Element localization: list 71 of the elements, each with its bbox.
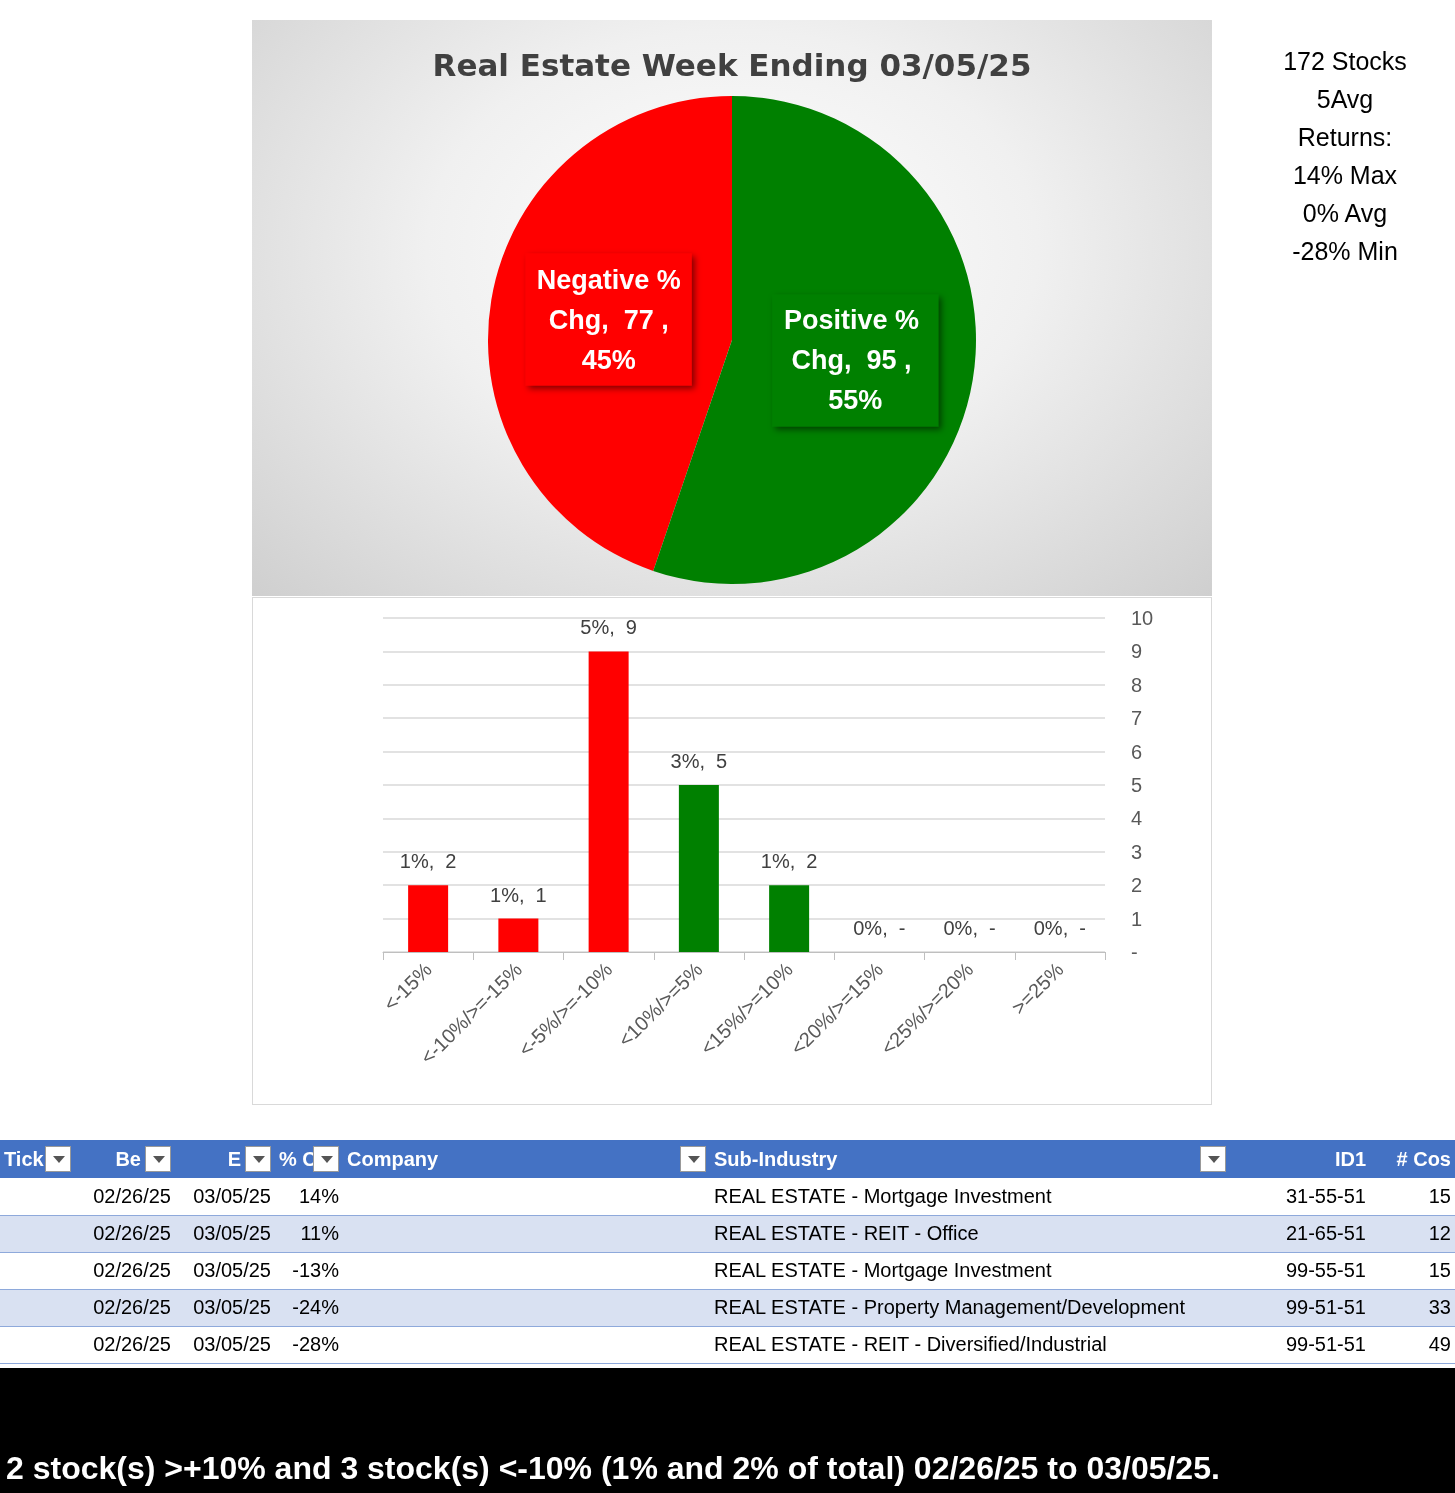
- text: 12: [1428, 1222, 1451, 1244]
- y-tick-label: 8: [1131, 673, 1143, 696]
- bar: [588, 651, 629, 952]
- text: 02/26/25: [93, 1333, 171, 1355]
- text: REAL ESTATE - Mortgage Investment: [714, 1259, 1052, 1281]
- bar: [498, 918, 539, 952]
- category-label: ID1: [1334, 1147, 1366, 1170]
- text: 02/26/25: [93, 1296, 171, 1318]
- category-label: Company: [347, 1147, 439, 1170]
- slice-label: Negative % Chg, 77 , 45%: [536, 264, 681, 375]
- text: 172 Stocks: [1282, 46, 1408, 77]
- text: 15: [1428, 1184, 1451, 1207]
- text: 99-55-51: [1285, 1259, 1366, 1281]
- y-tick-label: 4: [1131, 807, 1143, 830]
- text: 2 stock(s) >+10% and 3 stock(s) <-10% (1% and 2% of total) 02/26/25 to 03/05/25.: [0, 1368, 1455, 1493]
- data-label: 0%, -: [853, 917, 906, 939]
- y-tick-label: 10: [1131, 607, 1154, 629]
- text: -13%: [292, 1259, 339, 1281]
- text: 5Avg: [1315, 84, 1375, 115]
- y-tick-label: 1: [1131, 907, 1143, 930]
- data-label: 1%, 1: [490, 883, 547, 906]
- data-label: 0%, -: [1033, 917, 1086, 939]
- text: REAL ESTATE - REIT - Office: [714, 1222, 979, 1244]
- text: REAL ESTATE - REIT - Diversified/Industrial: [714, 1333, 1107, 1355]
- text: 33: [1428, 1296, 1451, 1318]
- chart-title: Real Estate Week Ending 03/05/25: [432, 46, 1032, 83]
- text: 0% Avg: [1301, 198, 1389, 229]
- text: 03/05/25: [193, 1259, 271, 1281]
- text: 02/26/25: [93, 1184, 171, 1207]
- data-label: 1%, 2: [399, 850, 457, 873]
- text: 02/26/25: [93, 1259, 171, 1281]
- text: 03/05/25: [193, 1296, 271, 1318]
- text: 11%: [300, 1222, 339, 1244]
- text: 03/05/25: [193, 1333, 271, 1355]
- slice-label: Positive % Chg, 95 , 55%: [784, 305, 927, 416]
- y-tick-label: 7: [1131, 707, 1143, 730]
- text: 99-51-51: [1285, 1296, 1366, 1318]
- data-label: 0%, -: [943, 917, 996, 939]
- y-tick-label: 6: [1131, 740, 1143, 763]
- category-label: Tick: [4, 1147, 44, 1170]
- text: 14% Max: [1291, 160, 1399, 191]
- category-label: # Cos: [1396, 1147, 1451, 1170]
- y-tick-label: -: [1131, 941, 1138, 963]
- category-label: Be: [115, 1147, 141, 1170]
- category-label: E: [227, 1147, 241, 1170]
- text: 02/26/25: [93, 1222, 171, 1244]
- text: -28% Min: [1291, 236, 1399, 267]
- text: REAL ESTATE - Property Management/Development: [714, 1296, 1185, 1318]
- text: 14%: [298, 1184, 339, 1207]
- category-label: Sub-Industry: [714, 1147, 838, 1170]
- bar: [408, 885, 449, 952]
- y-tick-label: 9: [1131, 640, 1143, 663]
- text: 31-55-51: [1285, 1184, 1366, 1207]
- y-tick-label: 3: [1131, 840, 1143, 863]
- text: 15: [1428, 1259, 1451, 1281]
- text: 21-65-51: [1285, 1222, 1366, 1244]
- data-label: 5%, 9: [580, 616, 637, 639]
- y-tick-label: 5: [1131, 774, 1143, 796]
- text: 49: [1428, 1333, 1451, 1355]
- data-label: 3%, 5: [670, 750, 728, 772]
- text: -28%: [292, 1333, 339, 1355]
- text: 03/05/25: [193, 1222, 271, 1244]
- bar: [769, 885, 810, 952]
- y-tick-label: 2: [1131, 874, 1143, 897]
- text: 99-51-51: [1285, 1333, 1366, 1355]
- text: REAL ESTATE - Mortgage Investment: [714, 1184, 1052, 1207]
- text: -24%: [292, 1296, 339, 1318]
- text: Returns:: [1296, 122, 1394, 153]
- data-label: 1%, 2: [760, 850, 818, 873]
- bar: [678, 785, 719, 952]
- text: 03/05/25: [193, 1184, 271, 1207]
